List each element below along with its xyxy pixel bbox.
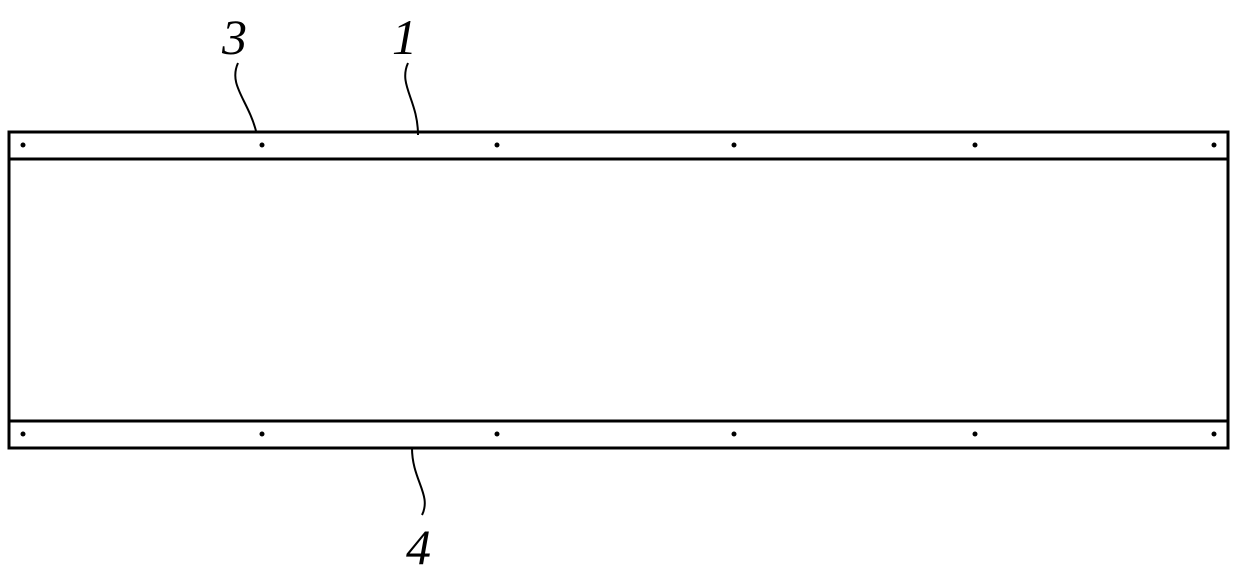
holes-top-row — [21, 143, 1217, 148]
leader-1 — [405, 63, 418, 135]
hole-dot — [21, 143, 26, 148]
hole-dot — [495, 143, 500, 148]
callout-label-1: 1 — [392, 8, 417, 66]
leader-3 — [235, 63, 256, 131]
hole-dot — [732, 143, 737, 148]
hole-dot — [260, 143, 265, 148]
hole-dot — [1212, 432, 1217, 437]
diagram-container: 3 1 4 — [0, 0, 1240, 579]
holes-bottom-row — [21, 432, 1217, 437]
hole-dot — [732, 432, 737, 437]
outer-rect — [9, 132, 1228, 448]
hole-dot — [260, 432, 265, 437]
leader-4 — [412, 448, 425, 515]
hole-dot — [495, 432, 500, 437]
hole-dot — [973, 432, 978, 437]
hole-dot — [21, 432, 26, 437]
callout-label-4: 4 — [406, 518, 431, 576]
callout-label-3: 3 — [222, 8, 247, 66]
hole-dot — [1212, 143, 1217, 148]
hole-dot — [973, 143, 978, 148]
panel-diagram — [0, 0, 1240, 579]
